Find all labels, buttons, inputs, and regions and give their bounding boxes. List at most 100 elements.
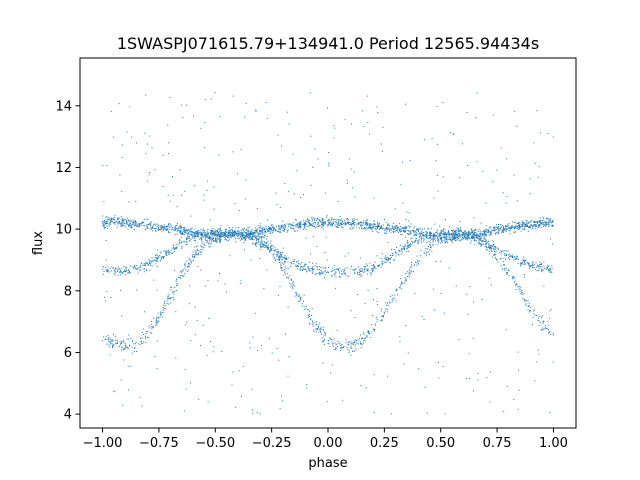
data-point <box>381 260 383 262</box>
data-point <box>515 289 517 291</box>
data-point <box>337 221 339 223</box>
data-point <box>174 248 176 250</box>
data-point <box>181 232 182 234</box>
data-point <box>442 234 444 236</box>
data-point <box>261 240 263 242</box>
data-point <box>399 250 401 252</box>
data-point <box>298 266 300 267</box>
data-point <box>170 289 172 291</box>
data-point <box>376 300 378 302</box>
data-point <box>371 324 372 325</box>
data-point <box>208 246 210 248</box>
data-point <box>378 232 380 233</box>
data-point <box>150 227 152 228</box>
data-point <box>156 259 157 261</box>
data-point <box>112 340 114 342</box>
data-point <box>318 221 319 223</box>
data-point <box>217 235 219 237</box>
data-point <box>343 345 345 347</box>
data-point <box>139 266 141 268</box>
data-point <box>453 237 455 239</box>
data-point <box>145 227 147 229</box>
data-point <box>307 221 309 223</box>
data-point <box>278 257 280 259</box>
data-point <box>395 227 397 229</box>
data-point <box>497 228 499 229</box>
data-point <box>240 234 242 236</box>
data-point <box>365 266 367 268</box>
data-point <box>181 194 183 196</box>
data-point <box>329 345 331 347</box>
data-point <box>196 236 198 237</box>
data-point <box>489 231 491 233</box>
data-point <box>449 234 451 236</box>
data-point <box>271 352 273 354</box>
data-point <box>128 201 130 203</box>
data-point <box>366 223 368 225</box>
data-point <box>432 235 434 237</box>
data-point <box>269 251 271 253</box>
data-point <box>246 236 248 238</box>
data-point <box>354 345 356 347</box>
data-point <box>175 357 177 359</box>
data-point <box>332 223 333 225</box>
data-point <box>384 261 386 263</box>
data-point <box>363 227 365 229</box>
data-point <box>182 241 184 243</box>
data-point <box>212 238 214 240</box>
data-point <box>529 227 531 229</box>
data-point <box>362 225 364 226</box>
data-point <box>498 224 499 225</box>
data-point <box>495 257 497 259</box>
data-point <box>178 228 180 230</box>
data-point <box>338 219 340 221</box>
data-point <box>522 258 524 260</box>
data-point <box>455 237 457 239</box>
data-point <box>180 236 182 238</box>
data-point <box>195 253 197 255</box>
data-point <box>277 259 279 261</box>
data-point <box>135 224 137 226</box>
data-point <box>370 274 372 276</box>
data-point <box>324 223 326 225</box>
data-point <box>468 353 470 355</box>
data-point <box>287 229 289 231</box>
data-point <box>462 237 464 239</box>
data-point <box>300 269 302 271</box>
data-point <box>323 271 325 273</box>
data-point <box>300 263 301 265</box>
data-point <box>254 227 256 229</box>
data-point <box>214 231 216 232</box>
data-point <box>252 239 254 241</box>
data-point <box>163 257 164 259</box>
data-point <box>199 250 201 252</box>
data-point <box>336 329 338 331</box>
data-point <box>405 325 407 326</box>
data-point <box>205 240 207 242</box>
data-point <box>442 230 444 232</box>
data-point <box>176 233 178 235</box>
data-point <box>350 345 352 347</box>
data-point <box>125 344 127 346</box>
data-point <box>311 224 313 226</box>
data-point <box>116 269 118 271</box>
data-point <box>220 238 222 240</box>
data-point <box>294 225 296 227</box>
data-point <box>237 233 239 235</box>
data-point <box>256 238 257 240</box>
data-point <box>284 261 286 263</box>
data-point <box>125 346 127 348</box>
data-point <box>131 265 133 267</box>
y-tick-label: 10 <box>55 223 72 238</box>
data-point <box>342 227 344 229</box>
data-point <box>326 259 328 261</box>
data-point <box>446 236 448 238</box>
data-point <box>281 252 283 253</box>
data-point <box>214 233 216 235</box>
data-point <box>311 270 313 271</box>
data-point <box>352 269 354 271</box>
data-point <box>509 226 511 228</box>
data-point <box>243 228 245 230</box>
data-point <box>153 279 155 281</box>
data-point <box>244 116 245 118</box>
